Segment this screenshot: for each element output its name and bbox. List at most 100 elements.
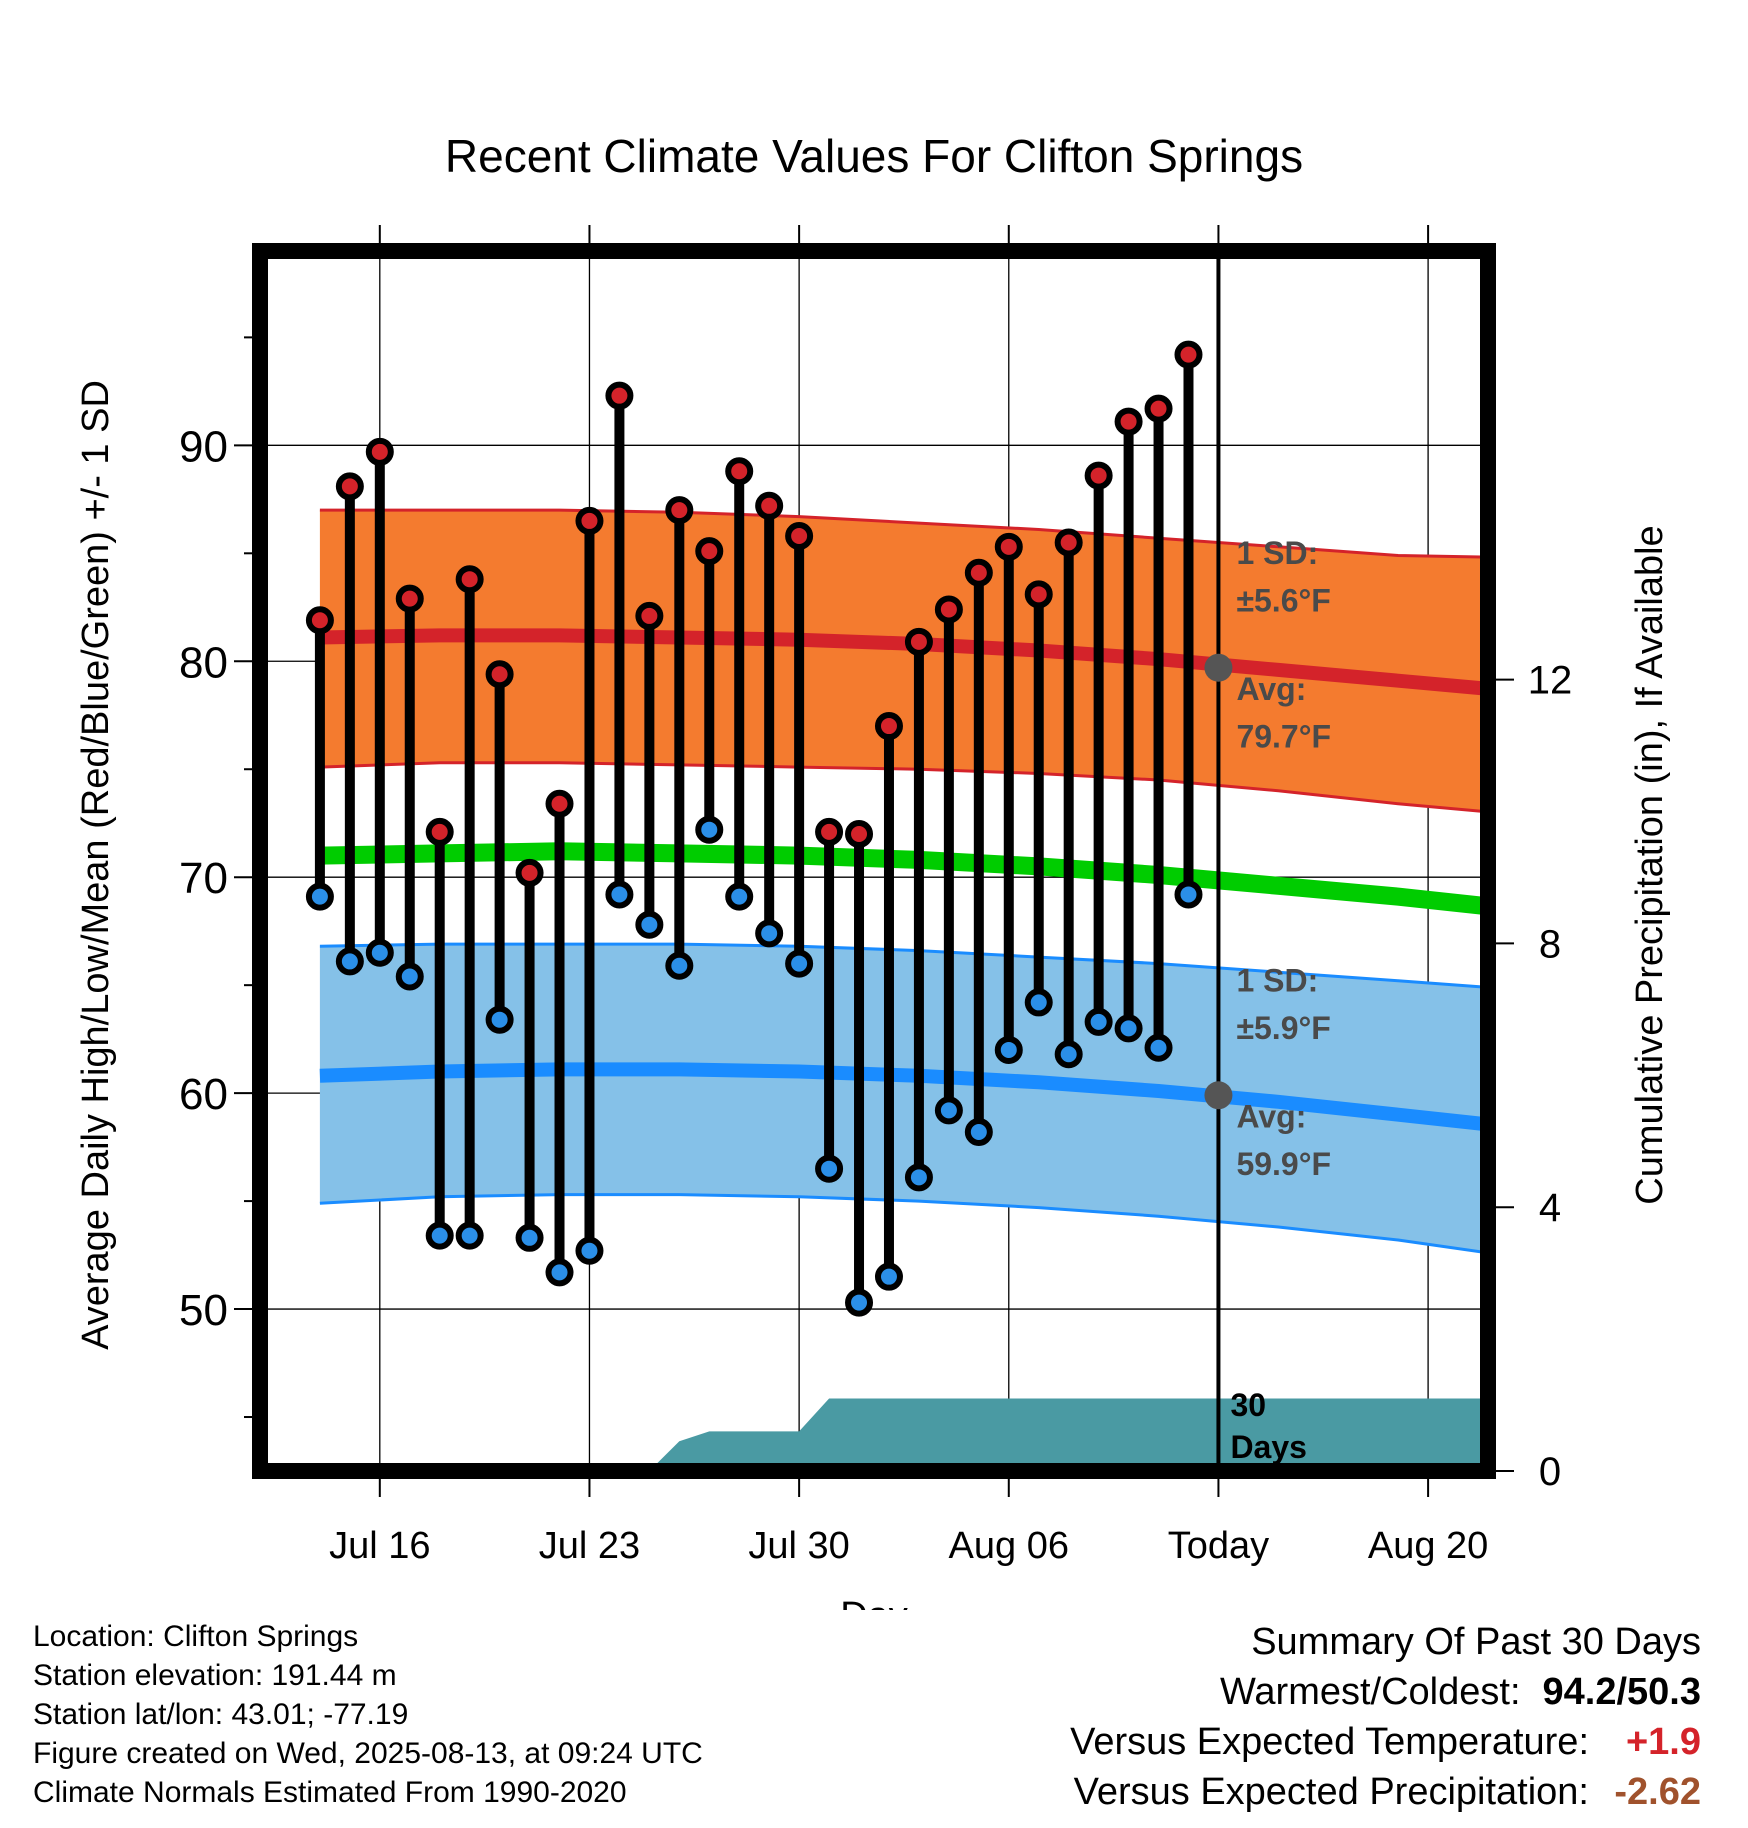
daily-high-point xyxy=(725,457,754,486)
daily-high-point xyxy=(335,472,364,501)
daily-low-point xyxy=(575,1236,604,1265)
daily-low-point xyxy=(305,882,334,911)
y2-tick-label: 0 xyxy=(1539,1450,1561,1494)
x-tick-label: Jul 16 xyxy=(329,1525,430,1567)
low-sd-value: ±5.9°F xyxy=(1236,1010,1330,1046)
daily-low-point xyxy=(635,910,664,939)
plot-frame xyxy=(252,243,1496,1479)
daily-high-point xyxy=(934,595,963,624)
warm-cold-label: Warmest/Coldest: xyxy=(1219,1671,1521,1713)
daily-high-point xyxy=(755,491,784,520)
daily-high-point xyxy=(305,606,334,635)
x-tick-label: Jul 30 xyxy=(748,1525,849,1567)
daily-low-point xyxy=(335,947,364,976)
daily-high-point xyxy=(1024,580,1053,609)
daily-low-point xyxy=(755,919,784,948)
location-text: Location: Clifton Springs xyxy=(33,1620,359,1653)
daily-low-point xyxy=(815,1154,844,1183)
y2-tick-label: 12 xyxy=(1528,659,1573,703)
daily-low-point xyxy=(365,938,394,967)
precip-area xyxy=(649,1398,1488,1471)
daily-low-point xyxy=(695,815,724,844)
x-tick-label: Today xyxy=(1168,1525,1269,1567)
daily-high-point xyxy=(665,496,694,525)
y-tick-label: 90 xyxy=(179,422,228,471)
days-count-label: 30 xyxy=(1230,1387,1266,1423)
daily-high-point xyxy=(545,789,574,818)
daily-low-point xyxy=(904,1163,933,1192)
daily-low-point xyxy=(725,882,754,911)
daily-high-point xyxy=(874,712,903,741)
daily-low-point xyxy=(1114,1014,1143,1043)
daily-high-point xyxy=(1054,528,1083,557)
daily-low-point xyxy=(934,1096,963,1125)
precip-anomaly-value: -2.62 xyxy=(1614,1771,1701,1813)
daily-high-point xyxy=(395,584,424,613)
warm-cold-row: Warmest/Coldest: 94.2/50.3 xyxy=(801,1667,1701,1717)
daily-high-point xyxy=(515,858,544,887)
daily-low-point xyxy=(1084,1007,1113,1036)
daily-high-point xyxy=(904,627,933,656)
x-axis-label: Day xyxy=(840,1595,908,1610)
daily-low-point xyxy=(964,1117,993,1146)
y-tick-label: 60 xyxy=(179,1070,228,1119)
chart-title: Recent Climate Values For Clifton Spring… xyxy=(445,130,1303,182)
plot-clip-group xyxy=(260,251,1488,1471)
high-sd-value: ±5.6°F xyxy=(1236,583,1330,619)
normals-text: Climate Normals Estimated From 1990-2020 xyxy=(33,1776,627,1809)
latlon-text: Station lat/lon: 43.01; -77.19 xyxy=(33,1698,409,1731)
daily-high-point xyxy=(635,601,664,630)
y-tick-label: 70 xyxy=(179,854,228,903)
today-high-avg-marker xyxy=(1204,653,1233,682)
days-unit-label: Days xyxy=(1230,1429,1307,1465)
y2-axis-label: Cumulative Precipitation (in), If Availa… xyxy=(1629,525,1671,1204)
x-tick-label: Aug 06 xyxy=(949,1525,1069,1567)
daily-high-point xyxy=(605,381,634,410)
daily-low-point xyxy=(545,1258,574,1287)
daily-high-point xyxy=(845,820,874,849)
daily-high-point xyxy=(1114,407,1143,436)
daily-high-point xyxy=(695,537,724,566)
low-avg-value: 59.9°F xyxy=(1236,1146,1331,1182)
summary-panel: Summary Of Past 30 Days Warmest/Coldest:… xyxy=(801,1617,1701,1817)
y2-tick-label: 8 xyxy=(1539,922,1561,966)
low-avg-label: Avg: xyxy=(1236,1099,1306,1135)
daily-low-point xyxy=(665,951,694,980)
daily-low-point xyxy=(785,949,814,978)
daily-low-point xyxy=(605,880,634,909)
daily-high-point xyxy=(485,660,514,689)
daily-high-point xyxy=(1084,461,1113,490)
x-tick-label: Jul 23 xyxy=(539,1525,640,1567)
precip-anomaly-label: Versus Expected Precipitation: xyxy=(1073,1771,1589,1813)
daily-low-point xyxy=(395,962,424,991)
daily-high-point xyxy=(815,817,844,846)
created-text: Figure created on Wed, 2025-08-13, at 09… xyxy=(33,1737,703,1770)
daily-low-point xyxy=(1174,880,1203,909)
temp-anomaly-label: Versus Expected Temperature: xyxy=(1070,1721,1589,1763)
summary-title: Summary Of Past 30 Days xyxy=(1251,1621,1701,1663)
daily-high-point xyxy=(1174,340,1203,369)
plot-area: 1 SD: ±5.6°F Avg: 79.7°F 1 SD: ±5.9°F Avg: 59.9… xyxy=(179,225,1572,1567)
daily-low-point xyxy=(515,1223,544,1252)
daily-low-point xyxy=(1024,988,1053,1017)
high-avg-label: Avg: xyxy=(1236,671,1306,707)
daily-high-point xyxy=(575,506,604,535)
elevation-text: Station elevation: 191.44 m xyxy=(33,1659,397,1692)
high-sd-label: 1 SD: xyxy=(1236,535,1318,571)
daily-low-point xyxy=(425,1221,454,1250)
daily-low-point xyxy=(874,1262,903,1291)
daily-high-point xyxy=(1144,394,1173,423)
x-tick-label: Aug 20 xyxy=(1368,1525,1488,1567)
high-upper-line xyxy=(319,508,1488,559)
daily-high-point xyxy=(455,565,484,594)
low-lower-line xyxy=(319,1193,1488,1255)
low-sd-label: 1 SD: xyxy=(1236,963,1318,999)
high-sd-band xyxy=(319,510,1488,812)
y-axis-label: Average Daily High/Low/Mean (Red/Blue/Gr… xyxy=(75,380,117,1350)
y2-tick-label: 4 xyxy=(1539,1186,1561,1230)
daily-low-point xyxy=(485,1005,514,1034)
daily-low-point xyxy=(994,1035,1023,1064)
daily-high-point xyxy=(994,532,1023,561)
station-info: Location: Clifton Springs Station elevat… xyxy=(33,1617,933,1812)
daily-high-point xyxy=(365,437,394,466)
